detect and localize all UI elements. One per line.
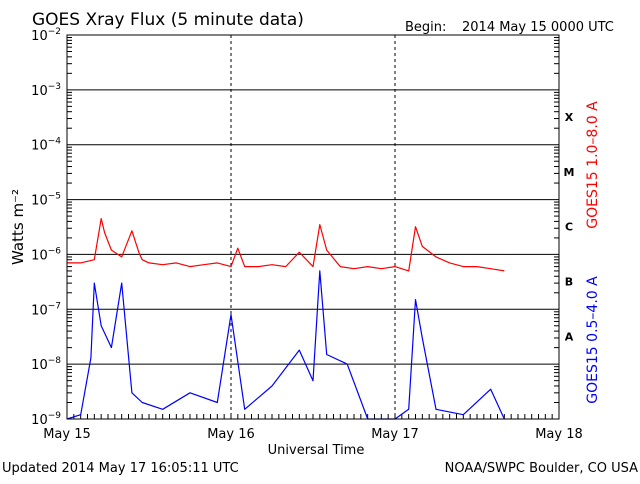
flare-class-m: M (564, 166, 575, 179)
credit-text: NOAA/SWPC Boulder, CO USA (445, 461, 638, 476)
legend-long-channel: GOES15 1.0–8.0 A (585, 101, 601, 229)
begin-label: Begin: (405, 20, 446, 35)
series-long-line (67, 218, 505, 272)
y-tick-label: 10−8 (31, 356, 61, 373)
y-tick-label: 10−3 (31, 82, 61, 99)
flare-class-c: C (565, 221, 573, 234)
x-tick-label: May 16 (207, 427, 255, 442)
y-tick-labels: 10−2 10−3 10−4 10−5 10−6 10−7 10−8 10−9 (31, 27, 61, 428)
x-tick-labels: May 15 May 16 May 17 May 18 (43, 427, 583, 442)
gridlines (67, 35, 559, 416)
y-tick-label: 10−2 (31, 27, 61, 44)
x-tick-label: May 17 (371, 427, 419, 442)
series-short-line (66, 270, 505, 420)
chart-title: GOES Xray Flux (5 minute data) (32, 10, 304, 30)
flare-class-a: A (565, 330, 574, 343)
updated-timestamp: Updated 2014 May 17 16:05:11 UTC (2, 461, 239, 476)
plot-frame (66, 34, 560, 420)
flare-class-b: B (565, 276, 573, 289)
begin-value: 2014 May 15 0000 UTC (462, 20, 614, 35)
flare-class-x: X (565, 111, 574, 124)
y-axis-label: Watts m⁻² (9, 189, 27, 265)
axis-ticks (67, 37, 559, 419)
y-tick-label: 10−9 (31, 411, 61, 428)
series-lines (66, 218, 505, 420)
x-tick-label: May 18 (535, 427, 583, 442)
x-axis-label: Universal Time (268, 443, 365, 458)
y-tick-label: 10−4 (31, 137, 61, 154)
legend-short-channel: GOES15 0.5–4.0 A (585, 276, 601, 404)
y-tick-label: 10−5 (31, 192, 61, 209)
flare-class-labels: X M C B A (564, 111, 575, 343)
y-tick-label: 10−7 (31, 301, 61, 318)
y-tick-label: 10−6 (31, 246, 61, 263)
x-tick-label: May 15 (43, 427, 91, 442)
